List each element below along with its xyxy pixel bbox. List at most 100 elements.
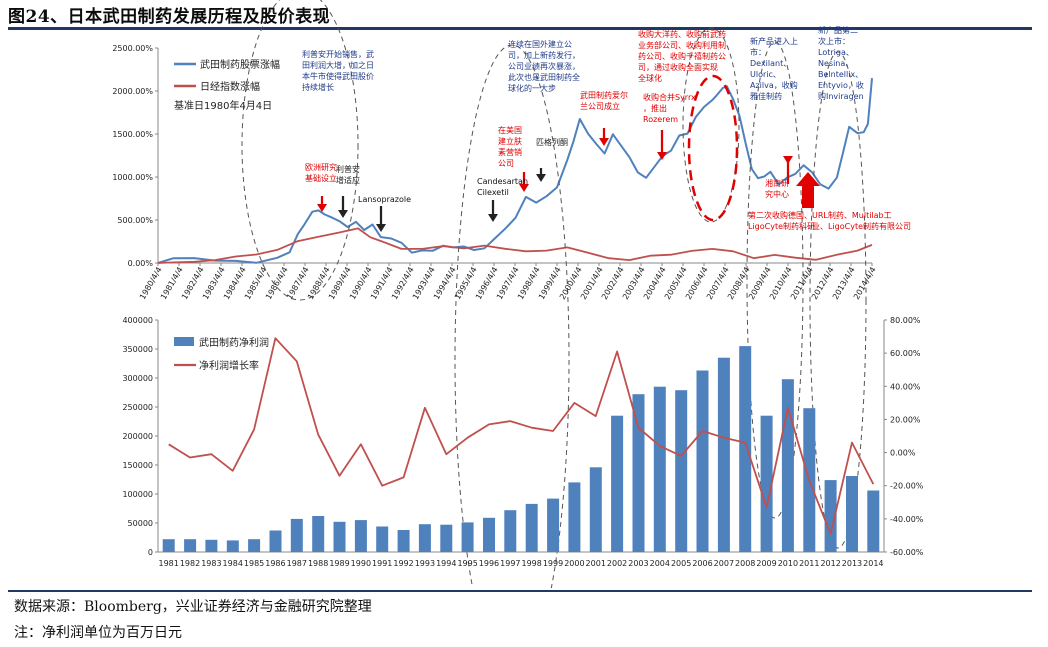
net-profit-growth-line xyxy=(168,337,875,535)
legend-label-nikkei: 日经指数涨幅 xyxy=(200,80,260,93)
net-profit-bar xyxy=(717,357,730,552)
annotation-text: 雅佳制药 xyxy=(750,91,782,101)
event-ellipse xyxy=(682,27,740,223)
bottom-x-tick-label: 2001 xyxy=(586,559,606,568)
annotation-text: 增适应 xyxy=(336,175,360,185)
annotation-text: 利普安开始销售，武 xyxy=(302,49,374,59)
annotation-text: 全球化 xyxy=(638,73,662,83)
annotation-text: 购Inviragen xyxy=(818,91,864,101)
bottom-x-tick-label: 1996 xyxy=(479,559,499,568)
annotation-text: 本牛市使得武田股价 xyxy=(302,71,374,81)
net-profit-bar xyxy=(589,467,602,552)
annotation-text: 在美国 xyxy=(498,125,522,135)
bottom-left-y-tick-label: 250000 xyxy=(122,403,153,412)
bottom-x-tick-label: 1998 xyxy=(521,559,541,568)
bottom-x-tick-label: 2006 xyxy=(692,559,712,568)
net-profit-bar xyxy=(547,498,560,552)
bottom-x-tick-label: 1994 xyxy=(436,559,456,568)
bottom-x-tick-label: 2004 xyxy=(650,559,670,568)
bottom-x-tick-label: 2013 xyxy=(842,559,862,568)
annotation-text: Cilexetil xyxy=(477,188,509,197)
net-profit-bar xyxy=(760,415,773,552)
annotation-text: 收购合并Syrrx xyxy=(643,92,696,102)
arrow-lipuan-head xyxy=(338,210,348,218)
bottom-right-y-tick-label: -60.00% xyxy=(890,548,924,557)
annotation-text: 业务部公司、收购利用制 xyxy=(638,40,726,50)
bottom-x-tick-label: 1991 xyxy=(372,559,392,568)
bottom-right-y-tick-label: 40.00% xyxy=(890,382,921,391)
arrow-second-acquisitions xyxy=(796,172,820,208)
annotation-text: 司，通过收购全面实现 xyxy=(638,62,718,72)
title-rule xyxy=(8,27,1032,30)
annotation-text: 药公司、收购千禧制药公 xyxy=(638,51,726,61)
top-y-tick-label: 1000.00% xyxy=(112,173,153,182)
top-y-tick-label: 1500.00% xyxy=(112,130,153,139)
bottom-left-y-tick-label: 300000 xyxy=(122,374,153,383)
net-profit-bar xyxy=(824,480,837,552)
net-profit-bar xyxy=(504,510,517,552)
net-profit-bar xyxy=(632,394,645,552)
bottom-x-tick-label: 1988 xyxy=(308,559,328,568)
legend-label-net-profit: 武田制药净利润 xyxy=(199,336,269,349)
legend-label-takeda-stock: 武田制药股票涨幅 xyxy=(200,58,280,71)
nikkei-line xyxy=(157,227,873,264)
net-profit-bar xyxy=(205,539,218,552)
net-profit-bar xyxy=(696,370,709,552)
net-profit-bar xyxy=(461,522,474,552)
bottom-x-tick-label: 2009 xyxy=(756,559,776,568)
net-profit-bar xyxy=(184,539,197,552)
bottom-right-y-tick-label: 0.00% xyxy=(890,449,916,458)
net-profit-bar xyxy=(418,524,431,552)
legend-base-date-note: 基准日1980年4月4日 xyxy=(174,99,272,112)
event-ellipse-highlight xyxy=(687,74,739,222)
bottom-right-y-tick-label: 20.00% xyxy=(890,415,921,424)
net-profit-bar xyxy=(333,521,346,552)
annotation-text: Uloric、 xyxy=(750,70,781,79)
bottom-x-tick-label: 1992 xyxy=(393,559,413,568)
annotation-text: Azilva，收购 xyxy=(750,80,798,90)
top-y-tick-label: 2000.00% xyxy=(112,87,153,96)
net-profit-bar xyxy=(675,390,688,552)
annotation-text: 第二次收购德国、 xyxy=(748,210,812,220)
net-profit-bar xyxy=(781,379,794,552)
source-note: 数据来源：Bloomberg，兴业证券经济与金融研究院整理 xyxy=(14,599,372,615)
arrow-syrrx-head xyxy=(657,152,667,160)
net-profit-bar xyxy=(611,415,624,552)
annotation-text: 匹格列酮 xyxy=(536,137,568,147)
bottom-x-tick-label: 2014 xyxy=(863,559,883,568)
top-y-tick-label: 0.00% xyxy=(128,259,154,268)
annotation-text: 连续在国外建立公 xyxy=(508,39,572,49)
net-profit-bar xyxy=(525,503,538,552)
bottom-right-y-tick-label: 80.00% xyxy=(890,316,921,325)
bottom-right-y-tick-label: -40.00% xyxy=(890,515,924,524)
annotation-text: URL制药、Multilab工 xyxy=(812,210,892,220)
net-profit-bar xyxy=(312,516,325,552)
annotation-text: 公司业绩再次暴涨， xyxy=(508,61,580,71)
annotation-text: 市： xyxy=(750,47,766,57)
unit-note: 注：净利润单位为百万日元 xyxy=(14,625,182,641)
annotation-text: 司，加上新药发行， xyxy=(508,50,580,60)
annotation-text: Lotriga、 xyxy=(818,48,854,57)
annotation-text: Lansoprazole xyxy=(358,195,411,204)
bottom-x-tick-label: 1984 xyxy=(223,559,243,568)
bottom-right-y-tick-label: -20.00% xyxy=(890,482,924,491)
bottom-left-y-tick-label: 200000 xyxy=(122,432,153,441)
figure-title: 图24、日本武田制药发展历程及股价表现 xyxy=(8,7,331,27)
annotation-text: 武田制药爱尔 xyxy=(580,90,628,100)
annotation-text: Entyvio，收 xyxy=(818,80,864,90)
net-profit-bar xyxy=(354,520,367,552)
annotation-text: 兰公司成立 xyxy=(580,101,620,111)
legend-label-growth: 净利润增长率 xyxy=(199,359,259,372)
annotation-text: 湘南研 xyxy=(765,178,789,188)
annotation-text: Dexilant、 xyxy=(750,59,791,68)
bottom-x-tick-label: 1995 xyxy=(457,559,477,568)
bottom-x-tick-label: 1993 xyxy=(415,559,435,568)
net-profit-bar xyxy=(269,530,282,552)
bottom-x-tick-label: 2000 xyxy=(564,559,584,568)
annotation-text: 业、LigoCyte制药有限公司 xyxy=(812,221,911,231)
annotation-text: 建立肤 xyxy=(498,136,522,146)
annotation-text: 究中心 xyxy=(765,189,789,199)
annotation-text: 素营销 xyxy=(498,147,522,157)
net-profit-bar xyxy=(226,540,239,552)
top-y-tick-label: 500.00% xyxy=(117,216,153,225)
